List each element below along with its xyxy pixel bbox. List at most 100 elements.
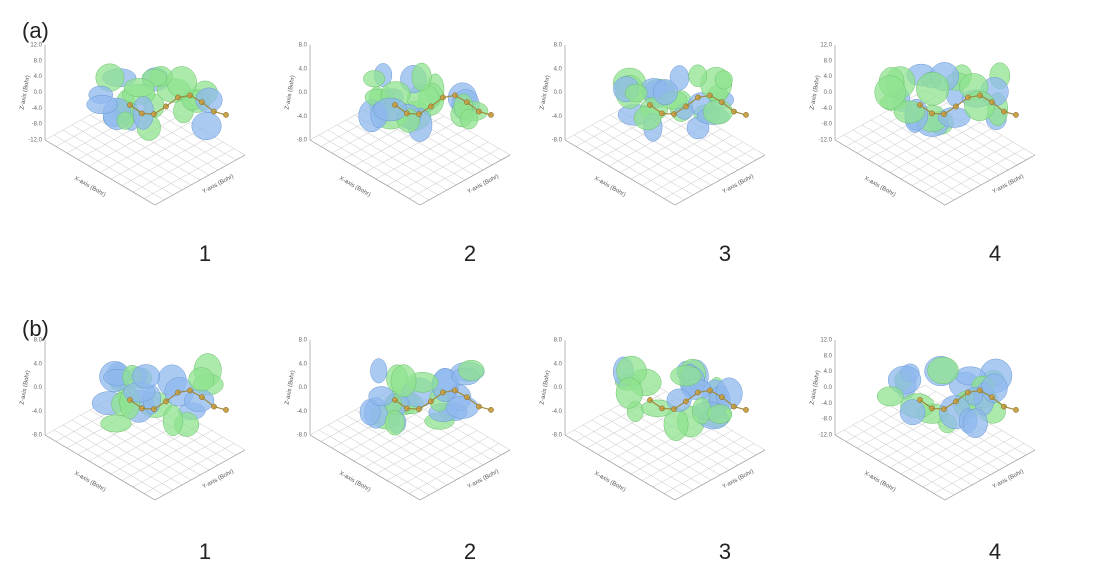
z-tick-label: 12.0	[820, 338, 832, 344]
floor-grid-line	[144, 149, 234, 199]
z-tick-label: 0.0	[554, 90, 563, 96]
atom	[743, 112, 748, 117]
floor-grid-line	[934, 444, 1024, 494]
orbital-lobe	[370, 359, 386, 383]
z-tick-label: 8.0	[34, 338, 43, 344]
floor-grid-line	[631, 129, 721, 179]
z-tick-label: -8.0	[822, 122, 833, 128]
floor-grid-line	[653, 437, 743, 487]
z-tick-label: 4.0	[34, 74, 43, 80]
orbital-lobe	[458, 360, 484, 380]
floor-grid-line	[912, 431, 1002, 481]
z-tick-label: 8.0	[34, 58, 43, 64]
plot-caption: 1	[199, 539, 211, 564]
y-axis-label: Y-axis (Bohr)	[467, 174, 500, 195]
z-tick-label: -4.0	[552, 409, 563, 415]
orbital-lobe	[412, 63, 431, 91]
z-tick-label: 4.0	[299, 66, 308, 72]
z-axis-label: Z-axis (Bohr)	[810, 75, 822, 110]
z-tick-label: 12.0	[820, 43, 832, 49]
orbital-lobe	[446, 396, 478, 418]
orbital-lobe	[369, 387, 394, 406]
z-tick-label: -4.0	[822, 401, 833, 407]
z-tick-label: 0.0	[34, 90, 43, 96]
orbital-plot: 8.04.00.0-4.0-8.0Z-axis (Bohr)X-axis (Bo…	[285, 338, 510, 500]
z-tick-label: -4.0	[297, 409, 308, 415]
orbital-lobe	[708, 405, 732, 424]
orbital-lobe	[616, 378, 642, 409]
floor-grid-line	[923, 142, 1013, 192]
floor-grid-line	[122, 431, 212, 481]
z-tick-label: 4.0	[299, 361, 308, 367]
orbital-lobe	[101, 415, 132, 432]
x-axis-label: X-axis (Bohr)	[593, 471, 626, 494]
orbital-plot: 8.04.00.0-4.0-8.0Z-axis (Bohr)X-axis (Bo…	[285, 43, 510, 205]
atom	[223, 407, 228, 412]
floor-grid-line	[901, 129, 991, 179]
x-axis-label: X-axis (Bohr)	[73, 176, 106, 199]
floor-grid-line	[653, 142, 743, 192]
floor-grid-line	[923, 437, 1013, 487]
orbital-lobe	[391, 365, 416, 397]
z-tick-label: 0.0	[299, 385, 308, 391]
floor-grid-line	[642, 136, 732, 186]
orbital-lobe	[117, 112, 134, 129]
floor-grid-line	[398, 437, 488, 487]
z-axis-label: Z-axis (Bohr)	[285, 370, 297, 405]
z-tick-label: 4.0	[34, 361, 43, 367]
x-axis-label: X-axis (Bohr)	[338, 471, 371, 494]
z-tick-label: 0.0	[34, 385, 43, 391]
plot-caption: 2	[464, 539, 476, 564]
orbital-lobe	[167, 67, 197, 98]
z-tick-label: -12.0	[818, 433, 832, 439]
atom	[1013, 112, 1018, 117]
orbital-lobe	[625, 84, 647, 102]
orbital-lobe	[460, 109, 478, 129]
floor-grid-line	[912, 136, 1002, 186]
orbital-plot: 12.08.04.00.0-4.0-8.0-12.0Z-axis (Bohr)X…	[810, 43, 1035, 205]
plot-caption: 4	[989, 241, 1001, 266]
orbital-lobe	[189, 368, 214, 391]
orbital-lobe	[900, 400, 925, 425]
y-axis-label: Y-axis (Bohr)	[202, 174, 235, 195]
z-tick-label: 4.0	[824, 369, 833, 375]
floor-grid-line	[144, 444, 234, 494]
z-axis-label: Z-axis (Bohr)	[540, 370, 552, 405]
z-tick-label: 8.0	[299, 43, 308, 49]
z-tick-label: -4.0	[32, 106, 43, 112]
z-tick-label: 8.0	[554, 43, 563, 49]
orbital-lobe	[715, 71, 732, 90]
orbital-lobe	[163, 405, 183, 435]
plot-caption: 2	[464, 241, 476, 266]
z-tick-label: 0.0	[824, 385, 833, 391]
x-axis-label: X-axis (Bohr)	[338, 176, 371, 199]
plot-caption: 3	[719, 241, 731, 266]
orbital-lobe	[124, 78, 154, 96]
atom	[223, 112, 228, 117]
z-tick-label: -8.0	[32, 122, 43, 128]
orbital-plot: 8.04.00.0-4.0-8.0Z-axis (Bohr)X-axis (Bo…	[20, 338, 245, 500]
orbital-lobe	[196, 88, 223, 112]
atom	[743, 407, 748, 412]
z-tick-label: 12.0	[30, 43, 42, 49]
orbital-lobe	[689, 65, 707, 87]
orbital-plot: 12.08.04.00.0-4.0-8.0-12.0Z-axis (Bohr)X…	[20, 43, 245, 205]
floor-grid-line	[133, 142, 223, 192]
orbital-plot: 8.04.00.0-4.0-8.0Z-axis (Bohr)X-axis (Bo…	[540, 338, 765, 500]
orbital-lobe	[132, 364, 160, 388]
orbital-lobe	[875, 76, 906, 110]
z-tick-label: 4.0	[554, 66, 563, 72]
floor-grid-line	[387, 431, 477, 481]
plot-caption: 3	[719, 539, 731, 564]
floor-grid-line	[122, 136, 212, 186]
plot-caption: 1	[199, 241, 211, 266]
z-tick-label: 0.0	[299, 90, 308, 96]
z-axis-label: Z-axis (Bohr)	[540, 75, 552, 110]
atom	[488, 112, 493, 117]
orbital-lobe	[703, 100, 732, 124]
z-axis-label: Z-axis (Bohr)	[810, 370, 822, 405]
y-axis-label: Y-axis (Bohr)	[202, 469, 235, 490]
x-axis-label: X-axis (Bohr)	[73, 471, 106, 494]
orbital-lobe	[385, 411, 404, 436]
z-tick-label: -8.0	[822, 417, 833, 423]
